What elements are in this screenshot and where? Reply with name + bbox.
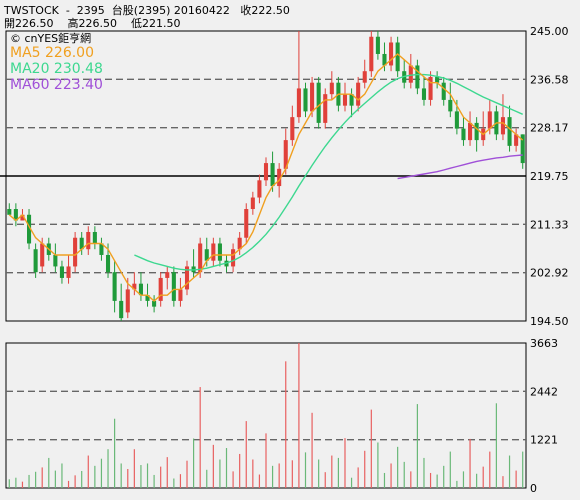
candle-body bbox=[59, 266, 64, 278]
candle-body bbox=[112, 272, 117, 301]
candle-body bbox=[408, 65, 413, 83]
candle-body bbox=[382, 53, 387, 66]
volume-tick-label: 0 bbox=[530, 482, 537, 495]
candle-body bbox=[244, 209, 249, 238]
legend-ma60: MA60 223.40 bbox=[10, 77, 103, 93]
candle-body bbox=[389, 42, 394, 66]
candle-body bbox=[152, 300, 157, 307]
candle-body bbox=[356, 82, 361, 106]
candle-body bbox=[40, 243, 45, 267]
volume-tick-label: 1221 bbox=[530, 434, 558, 447]
candle-body bbox=[263, 163, 269, 181]
volume-tick-label: 3663 bbox=[530, 337, 558, 350]
price-tick-label: 194.50 bbox=[530, 315, 569, 328]
ma60-line bbox=[397, 154, 523, 180]
ma20-line bbox=[134, 73, 523, 271]
candle-body bbox=[184, 266, 190, 290]
candle-body bbox=[13, 209, 18, 221]
source-label: © cnYES鉅亨網 bbox=[10, 31, 91, 45]
candle-body bbox=[237, 237, 242, 250]
candle-body bbox=[53, 254, 58, 267]
candle-body bbox=[290, 117, 295, 141]
candle-body bbox=[20, 214, 25, 221]
candle-body bbox=[303, 88, 308, 112]
candle-body bbox=[277, 168, 282, 187]
candle-body bbox=[73, 237, 78, 267]
price-tick-label: 228.17 bbox=[530, 122, 569, 135]
header-line-2: 開226.50 高226.50 低221.50 bbox=[4, 17, 181, 30]
candle-body bbox=[231, 249, 236, 267]
candle-body bbox=[349, 94, 354, 106]
header-line-1: TWSTOCK - 2395 台股(2395) 20160422 收222.50 bbox=[4, 4, 290, 17]
candle-body bbox=[514, 134, 519, 146]
candle-body bbox=[198, 243, 203, 273]
candle-body bbox=[158, 277, 163, 301]
candle-body bbox=[296, 88, 301, 118]
candle-body bbox=[211, 243, 216, 261]
candle-body bbox=[92, 231, 97, 244]
candle-body bbox=[257, 180, 262, 198]
candle-body bbox=[369, 36, 374, 72]
candle-body bbox=[99, 243, 104, 255]
candle-body bbox=[454, 111, 459, 129]
candle-body bbox=[362, 71, 367, 83]
candle-body bbox=[217, 243, 222, 261]
candle-body bbox=[435, 76, 440, 83]
legend-ma5: MA5 226.00 bbox=[10, 45, 94, 61]
candle-body bbox=[145, 295, 150, 301]
candle-body bbox=[26, 214, 32, 244]
candle-body bbox=[468, 122, 473, 141]
candle-body bbox=[250, 197, 255, 210]
candle-body bbox=[119, 300, 124, 319]
candle-body bbox=[33, 249, 38, 273]
candle-body bbox=[323, 94, 328, 123]
price-tick-label: 211.33 bbox=[530, 218, 569, 231]
candle-body bbox=[66, 266, 71, 278]
candle-body bbox=[507, 117, 512, 146]
candle-body bbox=[448, 99, 453, 112]
candle-body bbox=[421, 88, 427, 100]
candle-body bbox=[487, 111, 492, 129]
candle-body bbox=[520, 134, 525, 164]
candle-body bbox=[395, 42, 400, 72]
candle-body bbox=[375, 36, 380, 54]
candle-body bbox=[165, 272, 170, 278]
candle-body bbox=[105, 254, 111, 273]
candle-body bbox=[138, 283, 143, 296]
price-tick-label: 236.58 bbox=[530, 73, 569, 86]
candle-body bbox=[171, 272, 176, 301]
candle-body bbox=[342, 94, 348, 106]
candle-body bbox=[125, 289, 130, 313]
candle-body bbox=[204, 249, 209, 261]
ma5-line bbox=[8, 53, 524, 302]
candle-body bbox=[178, 289, 183, 301]
candle-body bbox=[283, 140, 288, 169]
price-tick-label: 219.75 bbox=[530, 170, 569, 183]
candle-body bbox=[441, 82, 446, 100]
candle-body bbox=[270, 163, 275, 187]
legend-ma20: MA20 230.48 bbox=[10, 61, 103, 77]
candle-body bbox=[7, 209, 12, 215]
price-tick-label: 245.00 bbox=[530, 25, 569, 38]
candle-body bbox=[132, 283, 137, 290]
candle-body bbox=[474, 122, 479, 141]
price-tick-label: 202.92 bbox=[530, 267, 569, 280]
candle-body bbox=[500, 117, 506, 135]
candle-body bbox=[86, 231, 91, 250]
candle-body bbox=[310, 82, 315, 112]
volume-tick-label: 2442 bbox=[530, 385, 558, 398]
candle-body bbox=[415, 65, 420, 89]
candle-body bbox=[428, 76, 433, 100]
candle-body bbox=[329, 82, 334, 95]
candle-body bbox=[461, 128, 466, 141]
candle-body bbox=[79, 237, 84, 250]
candle-body bbox=[316, 82, 321, 123]
